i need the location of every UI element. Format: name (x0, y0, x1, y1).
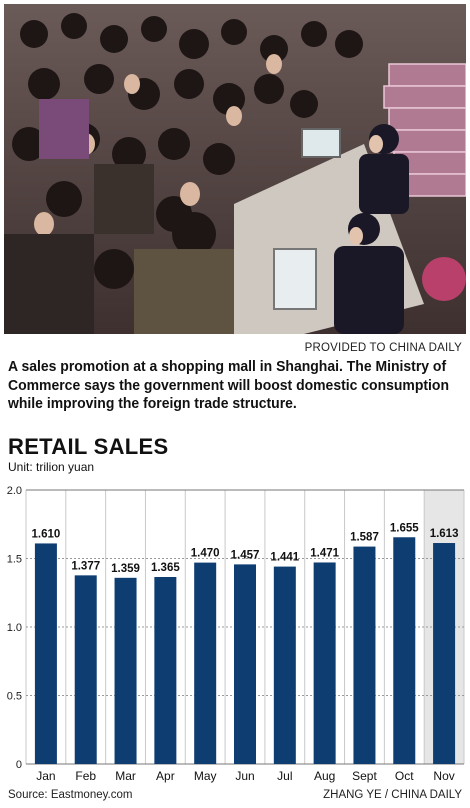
bar-jan (34, 543, 57, 764)
shopping-mall-photo (4, 4, 466, 334)
value-label: 1.441 (270, 552, 299, 564)
value-label: 1.470 (191, 548, 220, 560)
y-tick-label: 0.5 (7, 691, 22, 703)
value-label: 1.613 (430, 528, 459, 540)
y-tick-label: 2.0 (7, 485, 22, 497)
value-label: 1.587 (350, 532, 379, 544)
bar-apr (154, 576, 177, 764)
category-label: Nov (433, 769, 454, 783)
bar-may (194, 562, 217, 764)
category-label: Feb (75, 769, 96, 783)
photo-credit: PROVIDED TO CHINA DAILY (304, 342, 462, 354)
bar-feb (74, 575, 97, 764)
bar-mar (114, 577, 137, 764)
category-label: Jun (235, 769, 254, 783)
value-label: 1.655 (390, 522, 419, 534)
photo-caption: A sales promotion at a shopping mall in … (8, 358, 450, 412)
value-label: 1.610 (32, 528, 61, 540)
value-label: 1.457 (231, 549, 260, 561)
y-tick-label: 1.5 (7, 554, 22, 566)
bar-oct (393, 537, 416, 764)
y-tick-label: 1.0 (7, 622, 22, 634)
value-label: 1.365 (151, 562, 180, 574)
bar-jun (234, 564, 256, 764)
bar-nov (433, 543, 456, 764)
retail-sales-bar-chart: 0 0.5 1.0 1.5 2.0 1.610 Jan 1.377 Feb 1.359 Mar 1.3… (7, 485, 465, 783)
category-label: May (194, 769, 217, 783)
category-label: Apr (156, 769, 175, 783)
category-label: Aug (314, 769, 335, 783)
category-label: Jan (36, 769, 55, 783)
chart-unit: Unit: trilion yuan (8, 460, 95, 474)
value-label: 1.471 (310, 547, 339, 559)
category-label: Mar (115, 769, 136, 783)
byline: ZHANG YE / CHINA DAILY (323, 789, 462, 801)
bar-sept (353, 546, 376, 764)
category-label: Sept (352, 769, 377, 783)
y-tick-label: 0 (16, 759, 22, 771)
bar-aug (313, 562, 336, 764)
category-label: Jul (277, 769, 292, 783)
chart-title: RETAIL SALES (8, 434, 169, 459)
value-label: 1.377 (71, 560, 100, 572)
source-note: Source: Eastmoney.com (8, 789, 133, 801)
value-label: 1.359 (111, 563, 140, 575)
bar-jul (273, 566, 296, 764)
category-label: Oct (395, 769, 414, 783)
